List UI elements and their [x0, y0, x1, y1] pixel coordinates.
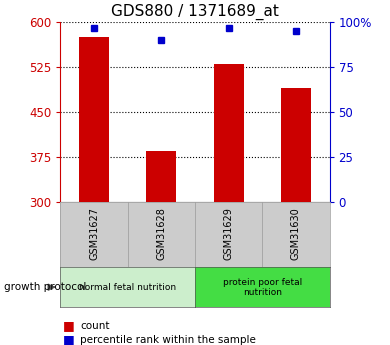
Text: protein poor fetal
nutrition: protein poor fetal nutrition — [223, 277, 302, 297]
Text: GSM31629: GSM31629 — [223, 207, 234, 260]
Text: ■: ■ — [62, 319, 74, 333]
Text: GSM31630: GSM31630 — [291, 207, 301, 260]
Text: percentile rank within the sample: percentile rank within the sample — [80, 335, 256, 345]
Text: normal fetal nutrition: normal fetal nutrition — [79, 283, 176, 292]
Text: growth protocol: growth protocol — [4, 282, 86, 292]
Text: ■: ■ — [62, 333, 74, 345]
Title: GDS880 / 1371689_at: GDS880 / 1371689_at — [111, 3, 279, 20]
Text: GSM31627: GSM31627 — [89, 207, 99, 260]
Bar — [213, 64, 244, 202]
Bar — [281, 88, 311, 202]
Text: count: count — [80, 321, 110, 331]
Bar — [146, 151, 177, 202]
Text: GSM31628: GSM31628 — [156, 207, 167, 260]
Bar — [79, 37, 109, 202]
